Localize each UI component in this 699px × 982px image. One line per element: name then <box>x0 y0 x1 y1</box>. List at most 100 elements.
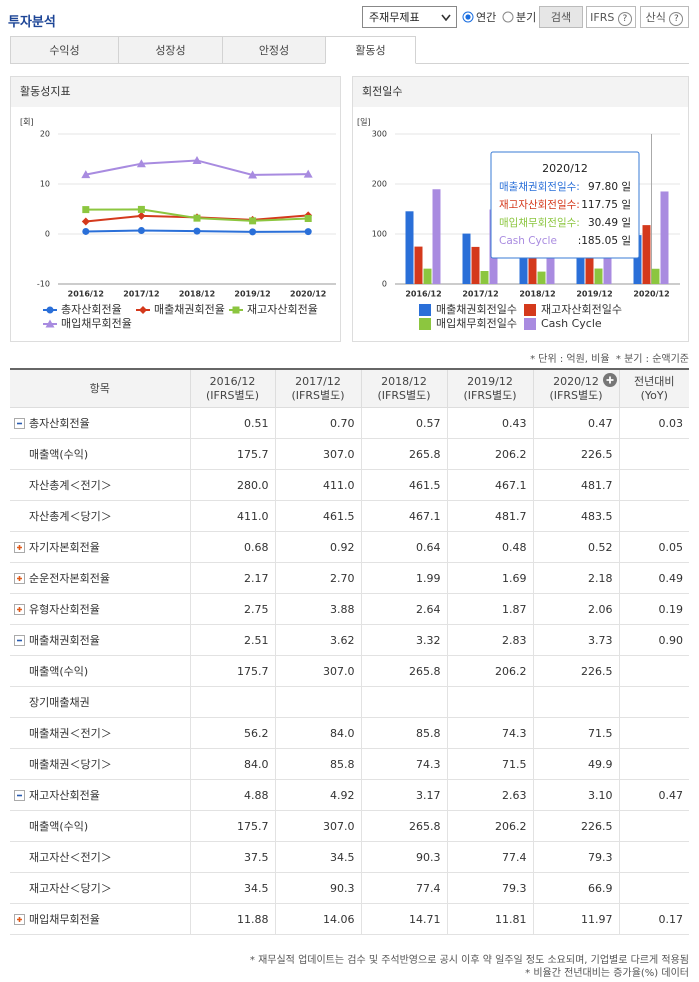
value-cell: 226.5 <box>532 438 620 470</box>
value-cell: 37.5 <box>189 841 276 873</box>
column-label: 전년대비 <box>634 374 675 388</box>
tooltip-value: 97.80 일 <box>588 180 631 193</box>
row-label: 자산총계＜당기＞ <box>29 510 112 523</box>
row-label-cell: 재고자산＜전기＞ <box>10 841 191 873</box>
ifrs-button[interactable]: IFRS ? <box>586 6 636 28</box>
marker <box>81 170 91 179</box>
bar <box>414 246 423 284</box>
row-label-cell: 자기자본회전율 <box>10 531 191 563</box>
value-cell: 77.4 <box>360 872 448 904</box>
tab[interactable]: 활동성 <box>325 36 416 64</box>
value-cell: 226.5 <box>532 655 620 687</box>
column-label: 2020/12 <box>553 374 599 388</box>
bar <box>462 233 471 284</box>
marker <box>232 306 240 314</box>
tab[interactable]: 안정성 <box>222 36 326 64</box>
value-cell: 14.06 <box>274 903 362 935</box>
statement-select[interactable]: 주재무제표 <box>362 6 457 28</box>
y-tick-label: 200 <box>372 180 387 189</box>
column-sub: (IFRS별도) <box>377 388 431 402</box>
toggle-icon[interactable] <box>14 417 25 429</box>
value-cell: 2.64 <box>360 593 448 625</box>
value-cell: 71.5 <box>532 717 620 749</box>
radio-quarter[interactable] <box>502 11 514 23</box>
search-button[interactable]: 검색 <box>539 6 583 28</box>
radio-group <box>462 11 514 23</box>
value-cell: 2.83 <box>446 624 534 656</box>
row-label-cell: 장기매출채권 <box>10 686 191 718</box>
value-cell <box>618 500 689 532</box>
value-cell: 0.92 <box>274 531 362 563</box>
value-cell: 79.3 <box>532 841 620 873</box>
value-cell: 34.5 <box>274 841 362 873</box>
value-cell: 0.68 <box>189 531 276 563</box>
value-cell: 1.69 <box>446 562 534 594</box>
tab[interactable]: 수익성 <box>10 36 119 64</box>
expand-all-icon[interactable] <box>602 373 617 387</box>
column-header: 항목 <box>10 369 191 408</box>
marker <box>304 215 312 222</box>
toggle-icon[interactable] <box>14 541 25 553</box>
radio-label: 연간 <box>476 11 497 24</box>
column-header: 2018/12 (IFRS별도) <box>360 369 448 408</box>
radio-dot <box>465 14 471 20</box>
column-header: 2020/12 (IFRS별도) <box>532 369 620 408</box>
toggle-sign <box>17 544 22 550</box>
table-row: 재고자산회전율 4.88 4.92 3.17 2.63 3.10 0.47 <box>10 779 689 811</box>
icon-plus <box>606 376 613 384</box>
toggle-icon[interactable] <box>14 913 25 925</box>
footnote: * 재무실적 업데이트는 검수 및 주석반영으로 공시 이후 약 일주일 정도 … <box>249 955 689 966</box>
value-cell: 4.92 <box>274 779 362 811</box>
page-title: 투자분석 <box>8 15 56 30</box>
toggle-icon[interactable] <box>14 572 25 584</box>
marker <box>82 206 90 214</box>
column-header: 전년대비 (YoY) <box>618 369 689 408</box>
value-cell: 0.47 <box>618 779 689 811</box>
value-cell: 2.06 <box>532 593 620 625</box>
legend-swatch <box>419 304 431 316</box>
value-cell: 2.17 <box>189 562 276 594</box>
y-tick-label: 20 <box>40 130 50 139</box>
marker <box>137 205 145 213</box>
value-cell: 307.0 <box>274 655 362 687</box>
y-tick-label: 10 <box>40 180 50 189</box>
legend-label: Cash Cycle <box>541 317 602 330</box>
tooltip-label: 재고자산회전일수: <box>499 198 580 211</box>
toggle-icon[interactable] <box>14 634 25 646</box>
column-header: 2019/12 (IFRS별도) <box>446 369 534 408</box>
charts: 활동성지표 회전일수 [회] -10 0 10 20 2016/12 2017/12 2018… <box>10 76 689 342</box>
tab[interactable]: 성장성 <box>118 36 223 64</box>
toggle-icon[interactable] <box>14 789 25 801</box>
value-cell: 3.88 <box>274 593 362 625</box>
x-tick-label: 2018/12 <box>519 290 555 299</box>
axis-unit: [일] <box>357 118 371 127</box>
column-label: 2019/12 <box>467 374 513 388</box>
table-row: 총자산회전율 0.51 0.70 0.57 0.43 0.47 0.03 <box>10 407 689 439</box>
table-row: 자산총계＜전기＞ 280.0 411.0 461.5 467.1 481.7 <box>10 469 689 501</box>
value-cell: 0.70 <box>274 407 362 439</box>
header-row: 항목 2016/12 (IFRS별도) 2017/12 (IFRS별도) 2018/12(… <box>10 369 689 408</box>
value-cell: 467.1 <box>446 469 534 501</box>
column-sub: (IFRS별도) <box>549 388 603 402</box>
x-tick-label: 2016/12 <box>405 290 441 299</box>
panel-title: 회전일수 <box>362 84 402 98</box>
column-header: 2016/12 (IFRS별도) <box>189 369 276 408</box>
value-cell: 175.7 <box>189 810 276 842</box>
column-header: 2017/12 (IFRS별도) <box>274 369 362 408</box>
legend-label: 재고자산회전일수 <box>541 302 622 316</box>
panel <box>10 76 341 342</box>
toggle-icon[interactable] <box>14 603 25 615</box>
value-cell: 74.3 <box>360 748 448 780</box>
value-cell: 11.88 <box>189 903 276 935</box>
table-row: 자산총계＜당기＞ 411.0 461.5 467.1 481.7 483.5 <box>10 500 689 532</box>
x-tick-label: 2018/12 <box>179 290 215 299</box>
formula-button[interactable]: 산식 ? <box>640 6 689 28</box>
x-tick-label: 2019/12 <box>576 290 612 299</box>
table-row: 유형자산회전율 2.75 3.88 2.64 1.87 2.06 0.19 <box>10 593 689 625</box>
marker <box>193 227 201 235</box>
value-cell: 0.57 <box>360 407 448 439</box>
value-cell: 206.2 <box>446 655 534 687</box>
value-cell: 0.49 <box>618 562 689 594</box>
table-row: 매출액(수익) 175.7 307.0 265.8 206.2 226.5 <box>10 810 689 842</box>
value-cell: 49.9 <box>532 748 620 780</box>
